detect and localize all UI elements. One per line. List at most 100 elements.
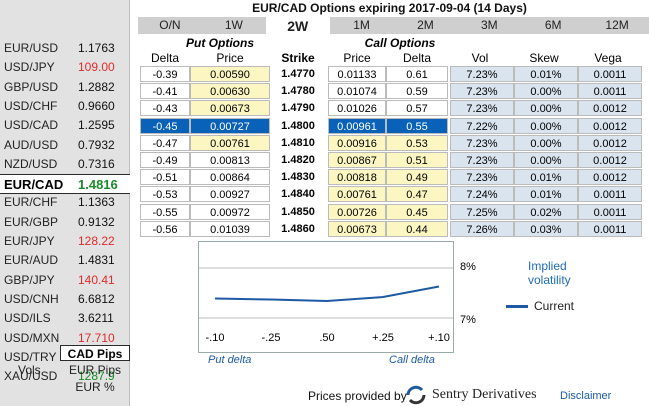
pair-row-usd-ils[interactable]: USD/ILS 3.6211 xyxy=(0,309,130,328)
delta-tick-label: .50 xyxy=(319,332,335,344)
pair-row-usd-jpy[interactable]: USD/JPY 109.00 xyxy=(0,58,130,77)
strike-cell: 1.4860 xyxy=(281,222,315,235)
vega-cell: 0.0012 xyxy=(578,169,642,186)
legend-line-swatch xyxy=(506,305,528,308)
pair-row-usd-chf[interactable]: USD/CHF 0.9660 xyxy=(0,97,130,116)
pair-row-nzd-usd[interactable]: NZD/USD 0.7316 xyxy=(0,155,130,174)
pair-row-usd-cnh[interactable]: USD/CNH 6.6812 xyxy=(0,290,130,309)
call-price-cell[interactable]: 0.00673 xyxy=(328,220,386,237)
tab-2m[interactable]: 2M xyxy=(417,18,434,32)
pair-row-eur-cad[interactable]: EUR/CAD 1.4816 xyxy=(0,174,130,195)
put-price-cell[interactable]: 0.00761 xyxy=(190,134,270,151)
sentry-logo-icon xyxy=(406,385,426,405)
call-price-cell[interactable]: 0.00961 xyxy=(328,117,386,134)
vega-cell: 0.0011 xyxy=(578,220,642,237)
tab-6m[interactable]: 6M xyxy=(544,18,562,32)
skew-cell: 0.00% xyxy=(514,152,578,168)
pair-rate: 1.4816 xyxy=(78,177,118,193)
vol-option-eur-pips[interactable]: EUR Pips xyxy=(68,363,121,377)
currency-pair-sidebar: EUR/USD 1.1763 USD/JPY 109.00 GBP/USD 1.2882 U… xyxy=(0,0,130,406)
pair-name: GBP/USD xyxy=(4,79,59,94)
pair-rate: 1.1763 xyxy=(78,41,115,55)
call-price-cell[interactable]: 0.00818 xyxy=(328,169,386,186)
call-delta-cell: 0.57 xyxy=(386,100,448,117)
put-price-cell[interactable]: 0.00864 xyxy=(190,169,270,186)
call-price-cell[interactable]: 0.00761 xyxy=(328,186,386,203)
skew-cell: 0.03% xyxy=(514,220,578,237)
pair-row-aud-usd[interactable]: AUD/USD 0.7932 xyxy=(0,136,130,155)
tab-on[interactable]: O/N xyxy=(159,18,181,32)
put-price-cell[interactable]: 0.01039 xyxy=(190,220,270,237)
call-price-cell[interactable]: 0.01074 xyxy=(328,83,386,100)
delta-tick-label: -.25 xyxy=(261,332,281,344)
put-price-cell[interactable]: 0.00727 xyxy=(190,117,270,134)
pair-row-usd-mxn[interactable]: USD/MXN 17.710 xyxy=(0,329,130,348)
vega-cell: 0.0011 xyxy=(578,83,642,100)
call-delta-cell: 0.55 xyxy=(386,117,448,134)
pair-row-eur-usd[interactable]: EUR/USD 1.1763 xyxy=(0,39,130,58)
options-panel: EUR/CAD Options expiring 2017-09-04 (14 … xyxy=(130,0,649,406)
call-options-header: Call Options xyxy=(364,36,436,50)
skew-cell: 0.01% xyxy=(514,169,578,186)
vols-label: Vols xyxy=(18,363,41,377)
y-axis-top-label: 8% xyxy=(460,261,476,273)
vol-header: Vol xyxy=(471,51,489,65)
tab-3m[interactable]: 3M xyxy=(480,18,498,32)
put-price-cell[interactable]: 0.00813 xyxy=(190,152,270,168)
vol-cell: 7.23% xyxy=(450,83,514,100)
vol-option-cad-pips[interactable]: CAD Pips xyxy=(60,345,130,361)
pair-row-gbp-usd[interactable]: GBP/USD 1.2882 xyxy=(0,78,130,97)
pair-rate: 17.710 xyxy=(78,330,115,345)
tab-1m[interactable]: 1M xyxy=(353,18,370,32)
pair-row-eur-aud[interactable]: EUR/AUD 1.4831 xyxy=(0,251,130,270)
pair-name: EUR/USD xyxy=(4,41,59,55)
put-delta-cell: -0.51 xyxy=(140,169,190,186)
pair-name: USD/CAD xyxy=(4,118,59,133)
tab-12m[interactable]: 12M xyxy=(605,18,629,32)
pair-row-xau-usd[interactable]: XAU/USD 1287.9 xyxy=(0,367,130,386)
call-price-cell[interactable]: 0.00867 xyxy=(328,152,386,168)
pair-rate: 0.9132 xyxy=(78,214,115,229)
vega-cell: 0.0011 xyxy=(578,186,642,203)
skew-cell: 0.01% xyxy=(514,186,578,203)
put-price-cell[interactable]: 0.00630 xyxy=(190,83,270,100)
call-delta-cell: 0.61 xyxy=(386,66,448,82)
call-delta-cell: 0.51 xyxy=(386,152,448,168)
pair-row-eur-jpy[interactable]: EUR/JPY 128.22 xyxy=(0,232,130,251)
page-title: EUR/CAD Options expiring 2017-09-04 (14 … xyxy=(252,1,527,15)
disclaimer-link[interactable]: Disclaimer xyxy=(560,390,612,402)
pair-rate: 109.00 xyxy=(78,60,115,75)
call-delta-header: Delta xyxy=(402,51,431,65)
put-delta-cell: -0.56 xyxy=(140,220,190,237)
put-price-cell[interactable]: 0.00673 xyxy=(190,100,270,117)
pair-row-eur-chf[interactable]: EUR/CHF 1.1363 xyxy=(0,193,130,212)
skew-cell: 0.00% xyxy=(514,117,578,134)
tab-2w[interactable]: 2W xyxy=(265,16,330,35)
call-price-cell[interactable]: 0.01026 xyxy=(328,100,386,117)
vol-series-line xyxy=(214,285,440,303)
call-price-cell[interactable]: 0.01133 xyxy=(328,66,386,82)
skew-cell: 0.00% xyxy=(514,134,578,151)
put-price-cell[interactable]: 0.00927 xyxy=(190,186,270,203)
pair-row-usd-cad[interactable]: USD/CAD 1.2595 xyxy=(0,116,130,135)
call-delta-cell: 0.47 xyxy=(386,186,448,203)
skew-cell: 0.00% xyxy=(514,83,578,100)
pair-row-gbp-jpy[interactable]: GBP/JPY 140.41 xyxy=(0,271,130,290)
tab-1w[interactable]: 1W xyxy=(224,18,243,32)
vol-option-eur-[interactable]: EUR % xyxy=(75,380,115,394)
vega-header: Vega xyxy=(594,51,622,65)
pair-name: AUD/USD xyxy=(4,137,59,152)
call-price-cell[interactable]: 0.00916 xyxy=(328,134,386,151)
put-delta-cell: -0.45 xyxy=(140,117,190,134)
call-price-cell[interactable]: 0.00726 xyxy=(328,203,386,220)
vol-cell: 7.23% xyxy=(450,66,514,82)
put-delta-cell: -0.43 xyxy=(140,100,190,117)
call-price-header: Price xyxy=(343,51,371,65)
skew-cell: 0.01% xyxy=(514,66,578,82)
put-price-cell[interactable]: 0.00590 xyxy=(190,66,270,82)
vol-cell: 7.22% xyxy=(450,117,514,134)
put-price-cell[interactable]: 0.00972 xyxy=(190,203,270,220)
pair-row-eur-gbp[interactable]: EUR/GBP 0.9132 xyxy=(0,213,130,232)
strike-cell: 1.4800 xyxy=(281,119,315,132)
implied-vol-chart: -.10 -.25 .50 +.25 +.10 xyxy=(198,241,454,353)
